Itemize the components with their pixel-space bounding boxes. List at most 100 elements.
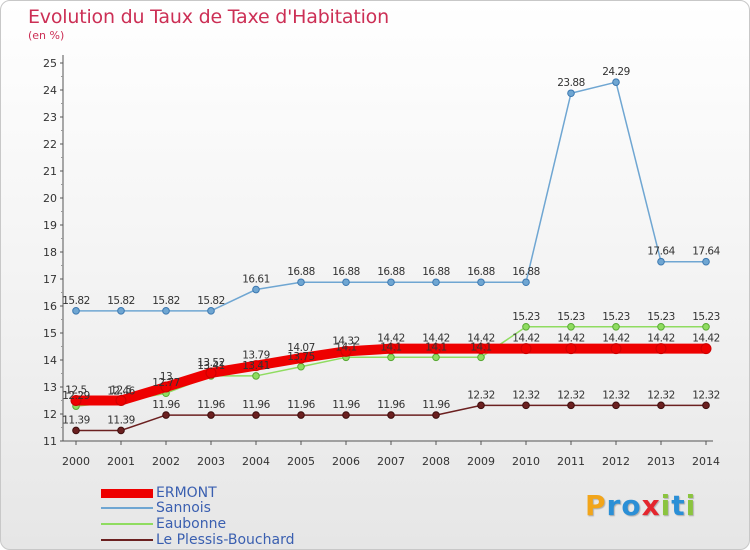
data-label: 13.41 <box>242 360 270 372</box>
x-tick-label: 2007 <box>377 455 405 468</box>
data-point <box>520 343 532 355</box>
data-label: 11.96 <box>377 399 405 411</box>
data-point <box>475 343 487 355</box>
data-point <box>657 322 665 331</box>
data-label: 11.96 <box>197 399 225 411</box>
logo-letter: P <box>585 489 607 522</box>
logo-letter: t <box>671 489 686 522</box>
data-label: 15.23 <box>602 311 630 323</box>
data-point <box>117 307 125 315</box>
x-tick-label: 2011 <box>557 455 585 468</box>
data-point <box>430 343 442 355</box>
x-tick-label: 2002 <box>152 455 180 468</box>
data-label: 15.23 <box>692 311 720 323</box>
data-label: 12.5 <box>110 385 131 397</box>
data-point <box>477 278 485 287</box>
legend-label-sannois: Sannois <box>156 500 211 516</box>
data-point <box>70 395 82 406</box>
data-point <box>702 257 710 266</box>
y-tick-label: 13 <box>43 381 57 394</box>
data-label: 12.32 <box>512 389 540 401</box>
data-label: 15.23 <box>557 311 585 323</box>
logo-letter: r <box>606 489 622 522</box>
data-point <box>655 343 667 355</box>
data-point <box>297 362 305 371</box>
data-point <box>477 401 485 410</box>
data-point <box>295 352 307 364</box>
data-label: 12.32 <box>467 389 495 401</box>
data-label: 14.07 <box>287 342 315 354</box>
x-tick-label: 2000 <box>62 455 90 468</box>
data-label: 13.75 <box>287 351 315 363</box>
x-tick-label: 2013 <box>647 455 675 468</box>
data-point <box>522 278 530 287</box>
legend-label-le-plessis-bouchard: Le Plessis-Bouchard <box>156 532 295 548</box>
data-point <box>567 322 575 331</box>
x-tick-label: 2009 <box>467 455 495 468</box>
data-point <box>610 343 622 355</box>
data-point <box>252 411 260 419</box>
data-label: 12.5 <box>65 385 86 397</box>
data-point <box>567 401 575 410</box>
data-point <box>432 278 440 287</box>
data-point <box>477 353 485 362</box>
data-point <box>72 307 80 315</box>
data-label: 11.96 <box>242 399 270 411</box>
data-label: 15.23 <box>647 311 675 323</box>
y-tick-label: 24 <box>43 84 57 97</box>
y-tick-label: 20 <box>43 192 57 205</box>
data-point <box>657 401 665 410</box>
data-label: 14.1 <box>425 341 446 353</box>
data-label: 14.1 <box>335 341 356 353</box>
data-point <box>297 278 305 287</box>
x-tick-label: 2010 <box>512 455 540 468</box>
data-point <box>207 307 215 315</box>
data-label: 12.32 <box>692 389 720 401</box>
data-point <box>117 426 125 435</box>
data-point <box>252 285 260 294</box>
data-point <box>432 353 440 362</box>
data-label: 14.42 <box>512 333 540 345</box>
data-point <box>297 411 305 419</box>
data-point <box>702 322 710 331</box>
legend-label-ermont: ERMONT <box>156 485 217 501</box>
data-point <box>567 89 575 98</box>
y-tick-label: 19 <box>43 219 57 232</box>
data-label: 15.82 <box>197 295 225 307</box>
legend-swatch-eaubonne <box>101 523 153 525</box>
data-point <box>160 381 172 393</box>
data-label: 11.96 <box>287 399 315 411</box>
y-tick-label: 23 <box>43 111 57 124</box>
x-tick-label: 2001 <box>107 455 135 468</box>
data-label: 11.39 <box>107 414 135 426</box>
y-tick-label: 18 <box>43 246 57 259</box>
data-label: 15.82 <box>152 295 180 307</box>
logo-letter: x <box>641 489 661 522</box>
data-point <box>250 360 262 372</box>
y-tick-label: 22 <box>43 138 57 151</box>
data-point <box>432 411 440 419</box>
x-tick-label: 2003 <box>197 455 225 468</box>
data-label: 14.42 <box>467 333 495 345</box>
data-point <box>252 372 260 380</box>
data-label: 11.96 <box>332 399 360 411</box>
legend-label-eaubonne: Eaubonne <box>156 516 227 532</box>
data-label: 12.32 <box>557 389 585 401</box>
x-tick-label: 2008 <box>422 455 450 468</box>
data-label: 15.23 <box>512 311 540 323</box>
data-label: 12.32 <box>602 389 630 401</box>
data-label: 24.29 <box>602 66 630 78</box>
y-tick-label: 12 <box>43 408 57 421</box>
y-tick-label: 14 <box>43 354 57 367</box>
data-point <box>115 395 127 406</box>
x-tick-label: 2005 <box>287 455 315 468</box>
data-label: 13.52 <box>197 357 225 369</box>
x-tick-label: 2006 <box>332 455 360 468</box>
x-tick-label: 2014 <box>692 455 720 468</box>
data-point <box>387 353 395 362</box>
data-label: 14.42 <box>557 333 585 345</box>
data-point <box>387 411 395 419</box>
data-point <box>700 343 712 355</box>
